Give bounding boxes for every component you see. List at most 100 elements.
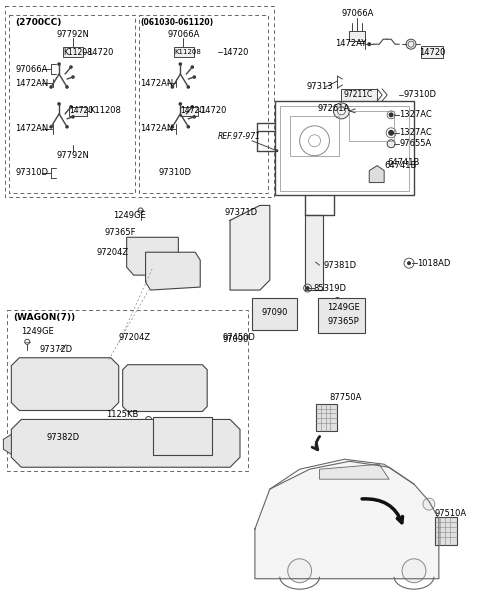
Bar [162, 440, 180, 452]
Text: 64741B: 64741B [387, 158, 420, 167]
Text: 1249GE: 1249GE [327, 303, 360, 312]
Circle shape [138, 208, 143, 213]
Bar [66, 376, 80, 391]
Bar [7, 310, 248, 471]
Text: 97310D: 97310D [158, 168, 192, 177]
Text: 14720: 14720 [87, 48, 113, 57]
Text: 97310D: 97310D [15, 168, 48, 177]
Circle shape [145, 417, 152, 422]
Bar [63, 47, 83, 57]
Circle shape [65, 125, 69, 129]
Circle shape [187, 125, 190, 129]
Circle shape [288, 559, 312, 583]
Text: 64741B: 64741B [384, 161, 417, 170]
Bar [130, 434, 150, 452]
Text: 97211C: 97211C [343, 91, 372, 100]
Text: 1018AD: 1018AD [417, 259, 450, 268]
Text: 97381D: 97381D [324, 261, 357, 269]
Text: 97204Z: 97204Z [119, 333, 151, 342]
Polygon shape [230, 205, 270, 290]
Bar [156, 380, 170, 396]
Bar [435, 517, 457, 545]
Text: 97365P: 97365P [327, 318, 359, 326]
Circle shape [187, 85, 190, 89]
Bar [349, 31, 365, 41]
Polygon shape [12, 419, 240, 467]
Polygon shape [252, 298, 297, 330]
Text: 1472AN: 1472AN [141, 124, 174, 133]
Bar [195, 434, 215, 452]
Text: 97365F: 97365F [105, 228, 136, 237]
Text: (061030-061120): (061030-061120) [141, 18, 214, 27]
Bar [315, 403, 337, 431]
Bar [86, 376, 100, 391]
Bar [46, 376, 60, 391]
Polygon shape [145, 252, 200, 290]
Circle shape [276, 149, 278, 152]
Circle shape [71, 76, 75, 79]
Circle shape [191, 105, 194, 109]
Circle shape [179, 62, 182, 66]
Bar [421, 46, 443, 58]
Bar [179, 380, 192, 396]
Text: 87750A: 87750A [329, 393, 362, 402]
Bar [139, 15, 268, 193]
Circle shape [49, 85, 53, 89]
Text: 97382D: 97382D [46, 433, 79, 442]
Circle shape [306, 286, 310, 290]
Circle shape [423, 498, 435, 510]
Text: 1472AY: 1472AY [336, 39, 367, 48]
Text: 97510A: 97510A [435, 509, 467, 518]
Text: 97372D: 97372D [39, 345, 72, 355]
Circle shape [69, 65, 73, 69]
Polygon shape [123, 365, 207, 411]
Bar [97, 434, 117, 452]
Bar [69, 107, 87, 116]
Bar [5, 7, 274, 198]
Text: K11208: K11208 [89, 106, 121, 115]
Text: 97204Z: 97204Z [97, 248, 129, 257]
Circle shape [25, 339, 30, 344]
Text: 97792N: 97792N [57, 30, 89, 39]
Bar [349, 111, 394, 141]
Polygon shape [3, 434, 12, 454]
Circle shape [179, 102, 182, 106]
Text: 1327AC: 1327AC [399, 128, 432, 137]
Bar [174, 47, 194, 57]
Text: 97090: 97090 [222, 335, 249, 344]
Text: 97066A: 97066A [15, 65, 48, 74]
Polygon shape [318, 298, 365, 333]
Circle shape [71, 115, 75, 118]
Bar [187, 440, 205, 452]
Circle shape [191, 65, 194, 69]
Bar [180, 107, 198, 116]
Circle shape [57, 102, 61, 106]
Text: 14720: 14720 [419, 48, 445, 57]
Circle shape [192, 76, 196, 79]
Text: 97313: 97313 [307, 83, 333, 91]
Text: 14720: 14720 [222, 48, 249, 57]
Circle shape [387, 140, 395, 148]
Text: 1472AN: 1472AN [15, 79, 48, 88]
Text: 97792N: 97792N [57, 151, 89, 160]
Text: K11208: K11208 [63, 48, 92, 57]
Circle shape [69, 105, 73, 109]
Text: 97066A: 97066A [167, 30, 200, 39]
Text: 14720: 14720 [69, 106, 93, 115]
Text: 97310D: 97310D [403, 91, 436, 100]
Text: 97450D: 97450D [222, 333, 255, 342]
Text: 97090: 97090 [262, 309, 288, 318]
Circle shape [389, 112, 394, 117]
Bar [275, 101, 414, 196]
Circle shape [367, 42, 371, 46]
Polygon shape [369, 165, 384, 182]
Circle shape [388, 130, 394, 136]
Circle shape [170, 85, 174, 89]
Polygon shape [305, 216, 323, 290]
Text: 97066A: 97066A [341, 9, 373, 18]
Circle shape [335, 298, 340, 303]
Bar [162, 434, 182, 452]
Bar [64, 434, 84, 452]
Text: 97655A: 97655A [399, 140, 432, 148]
Text: 97261A: 97261A [318, 104, 350, 114]
